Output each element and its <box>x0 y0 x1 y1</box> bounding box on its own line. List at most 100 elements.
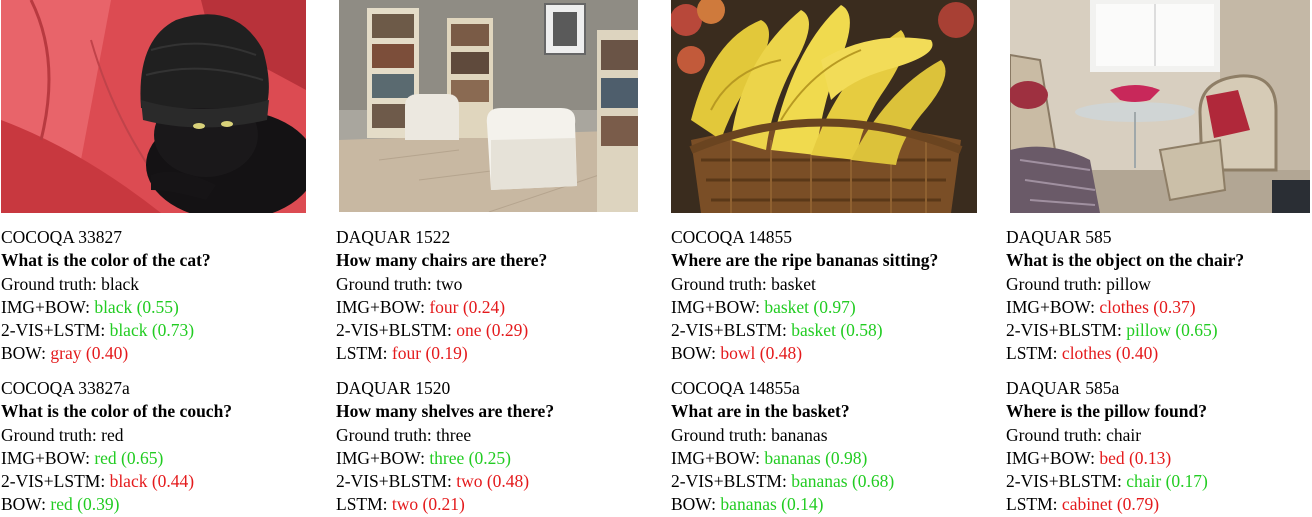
qa-example: COCOQA 33827a What is the color of the co… <box>1 377 331 517</box>
ground-truth-value: basket <box>771 273 816 294</box>
question: Where is the pillow found? <box>1006 401 1207 422</box>
prediction-score: (0.13) <box>1128 447 1172 468</box>
ground-truth-label: Ground truth: <box>671 424 767 445</box>
ground-truth-row: Ground truth: bananas <box>671 424 1001 447</box>
model-name: BOW: <box>1 494 47 515</box>
ground-truth-row: Ground truth: three <box>336 424 666 447</box>
model-name: LSTM: <box>336 343 388 364</box>
prediction-row: LSTM: cabinet (0.79) <box>1006 493 1312 516</box>
prediction-row: IMG+BOW: three (0.25) <box>336 447 666 470</box>
model-name: IMG+BOW: <box>671 296 760 317</box>
ground-truth-value: black <box>101 273 140 294</box>
prediction-row: IMG+BOW: basket (0.97) <box>671 296 1001 319</box>
prediction-score: (0.48) <box>759 343 803 364</box>
model-name: 2-VIS+LSTM: <box>1 471 106 492</box>
predicted-answer: red <box>94 447 117 468</box>
predicted-answer: bananas <box>720 494 777 515</box>
prediction-score: (0.19) <box>425 343 468 364</box>
model-name: BOW: <box>671 343 717 364</box>
prediction-score: (0.55) <box>136 296 179 317</box>
prediction-score: (0.29) <box>485 320 529 341</box>
ground-truth-label: Ground truth: <box>1 424 97 445</box>
model-name: IMG+BOW: <box>1 296 90 317</box>
prediction-score: (0.40) <box>1115 343 1159 364</box>
example-id: COCOQA 14855 <box>671 227 793 247</box>
prediction-row: IMG+BOW: clothes (0.37) <box>1006 296 1312 319</box>
prediction-row: LSTM: clothes (0.40) <box>1006 342 1312 365</box>
qa-example: COCOQA 14855a What are in the basket? Grou… <box>671 377 1001 517</box>
question: How many shelves are there? <box>336 401 555 422</box>
ground-truth-row: Ground truth: two <box>336 273 666 296</box>
prediction-row: IMG+BOW: black (0.55) <box>1 296 331 319</box>
prediction-score: (0.58) <box>840 320 883 341</box>
example-id: DAQUAR 585 <box>1006 227 1112 247</box>
prediction-row: 2-VIS+BLSTM: pillow (0.65) <box>1006 319 1312 342</box>
predicted-answer: black <box>109 320 148 341</box>
prediction-score: (0.40) <box>85 343 129 364</box>
qa-example: DAQUAR 1522 How many chairs are there? Gro… <box>336 226 666 366</box>
prediction-score: (0.65) <box>1175 320 1218 341</box>
prediction-score: (0.48) <box>486 471 530 492</box>
predicted-answer: bananas <box>764 447 821 468</box>
qa-example: COCOQA 33827 What is the color of the cat… <box>1 226 331 366</box>
model-name: LSTM: <box>1006 343 1058 364</box>
predicted-answer: black <box>109 471 148 492</box>
prediction-score: (0.39) <box>77 494 120 515</box>
qa-example: DAQUAR 1520 How many shelves are there? Gr… <box>336 377 666 517</box>
model-name: LSTM: <box>1006 494 1058 515</box>
example-id: COCOQA 14855a <box>671 378 800 398</box>
model-name: IMG+BOW: <box>671 447 760 468</box>
model-name: IMG+BOW: <box>336 447 425 468</box>
predicted-answer: chair <box>1126 471 1162 492</box>
question: What are in the basket? <box>671 401 850 422</box>
cat-photo <box>1 0 306 213</box>
ground-truth-value: red <box>101 424 124 445</box>
ground-truth-row: Ground truth: pillow <box>1006 273 1312 296</box>
prediction-row: IMG+BOW: four (0.24) <box>336 296 666 319</box>
question: Where are the ripe bananas sitting? <box>671 250 939 271</box>
question: What is the color of the cat? <box>1 250 211 271</box>
predicted-answer: bananas <box>791 471 848 492</box>
ground-truth-value: two <box>436 273 463 294</box>
prediction-row: 2-VIS+BLSTM: bananas (0.68) <box>671 470 1001 493</box>
question: What is the object on the chair? <box>1006 250 1245 271</box>
ground-truth-label: Ground truth: <box>1 273 97 294</box>
ground-truth-label: Ground truth: <box>1006 273 1102 294</box>
predicted-answer: gray <box>50 343 82 364</box>
model-name: BOW: <box>671 494 717 515</box>
model-name: IMG+BOW: <box>1006 296 1095 317</box>
prediction-row: 2-VIS+LSTM: black (0.73) <box>1 319 331 342</box>
ground-truth-value: chair <box>1106 424 1142 445</box>
prediction-score: (0.73) <box>151 320 195 341</box>
prediction-score: (0.17) <box>1165 471 1208 492</box>
predicted-answer: one <box>456 320 482 341</box>
ground-truth-row: Ground truth: red <box>1 424 331 447</box>
model-name: 2-VIS+BLSTM: <box>671 320 787 341</box>
example-id: COCOQA 33827a <box>1 378 130 398</box>
predicted-answer: cabinet <box>1061 494 1113 515</box>
prediction-row: LSTM: four (0.19) <box>336 342 666 365</box>
model-name: 2-VIS+BLSTM: <box>336 471 452 492</box>
prediction-row: 2-VIS+BLSTM: two (0.48) <box>336 470 666 493</box>
prediction-row: LSTM: two (0.21) <box>336 493 666 516</box>
predicted-answer: pillow <box>1126 320 1171 341</box>
prediction-score: (0.14) <box>781 494 824 515</box>
model-name: 2-VIS+LSTM: <box>1 320 106 341</box>
prediction-row: IMG+BOW: bananas (0.98) <box>671 447 1001 470</box>
prediction-row: 2-VIS+LSTM: black (0.44) <box>1 470 331 493</box>
predicted-answer: two <box>456 471 483 492</box>
prediction-score: (0.65) <box>121 447 164 468</box>
prediction-score: (0.37) <box>1153 296 1196 317</box>
predicted-answer: two <box>391 494 419 515</box>
bananas-photo <box>671 0 977 213</box>
model-name: 2-VIS+BLSTM: <box>1006 471 1122 492</box>
ground-truth-label: Ground truth: <box>336 273 432 294</box>
predicted-answer: clothes <box>1099 296 1149 317</box>
ground-truth-row: Ground truth: chair <box>1006 424 1312 447</box>
predicted-answer: basket <box>791 320 836 341</box>
prediction-row: BOW: bowl (0.48) <box>671 342 1001 365</box>
question: What is the color of the couch? <box>1 401 233 422</box>
ground-truth-row: Ground truth: black <box>1 273 331 296</box>
column-1: COCOQA 33827 What is the color of the cat… <box>1 0 331 514</box>
predicted-answer: black <box>94 296 133 317</box>
